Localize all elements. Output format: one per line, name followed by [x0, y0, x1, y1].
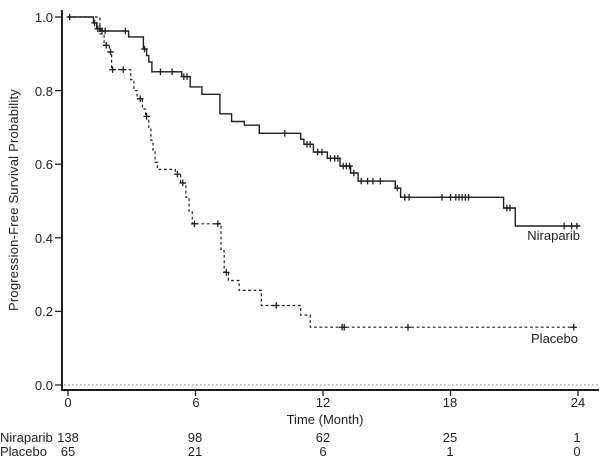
niraparib-censor-mark [318, 148, 326, 156]
x-tick-label: 24 [570, 395, 586, 410]
x-tick-label: 0 [64, 395, 72, 410]
niraparib-censor-mark [157, 68, 164, 76]
niraparib-censor-mark [141, 45, 148, 53]
placebo-censor-mark [109, 66, 116, 73]
x-tick-label: 18 [442, 395, 458, 410]
y-tick-label: 1.0 [34, 10, 53, 25]
niraparib-censor-mark [573, 222, 581, 230]
niraparib-censor-mark [334, 155, 342, 162]
y-tick-label: 0.2 [34, 304, 53, 319]
at-risk-value: 0 [573, 444, 581, 459]
niraparib-curve-label: Niraparib [527, 228, 580, 243]
at-risk-value: 65 [60, 444, 76, 459]
at-risk-row-label: Placebo [0, 444, 47, 459]
x-tick-label: 6 [192, 395, 200, 410]
placebo-censor-mark [107, 48, 114, 56]
placebo-survival-curve [68, 16, 576, 328]
niraparib-censor-mark [465, 194, 472, 201]
placebo-censor-mark [223, 269, 230, 276]
y-tick-label: 0.0 [34, 378, 53, 393]
niraparib-censor-mark [506, 204, 514, 212]
placebo-censor-mark [179, 179, 187, 187]
niraparib-censor-mark [183, 73, 191, 80]
niraparib-censor-mark [122, 27, 129, 35]
placebo-censor-mark [191, 220, 198, 228]
y-tick-label: 0.6 [34, 157, 53, 172]
placebo-censor-mark [272, 302, 280, 309]
at-risk-row-label: Niraparib [0, 430, 53, 445]
at-risk-value: 6 [319, 444, 327, 459]
niraparib-censor-mark [346, 162, 353, 170]
niraparib-censor-mark [168, 68, 176, 76]
at-risk-value: 138 [57, 430, 79, 445]
niraparib-censor-mark [394, 184, 401, 192]
x-tick-label: 12 [315, 395, 331, 410]
niraparib-censor-mark [405, 194, 413, 201]
niraparib-censor-mark [377, 177, 384, 185]
placebo-censor-mark [143, 113, 150, 120]
placebo-curve-label: Placebo [531, 331, 578, 346]
placebo-censor-mark [214, 220, 222, 228]
niraparib-censor-mark [91, 19, 98, 27]
at-risk-value: 1 [446, 444, 454, 459]
niraparib-censor-mark [357, 177, 365, 185]
y-tick-label: 0.4 [34, 231, 53, 246]
niraparib-censor-mark [306, 141, 314, 148]
niraparib-censor-mark [560, 222, 568, 230]
at-risk-value: 1 [573, 430, 581, 445]
niraparib-censor-mark [369, 177, 377, 185]
placebo-censor-mark [404, 323, 412, 331]
niraparib-censor-mark [438, 194, 446, 201]
placebo-censor-mark [119, 66, 127, 73]
niraparib-censor-mark [350, 169, 358, 177]
placebo-censor-mark [102, 42, 110, 49]
placebo-censor-mark [340, 323, 348, 331]
at-risk-value: 98 [187, 430, 203, 445]
niraparib-censor-mark [101, 27, 109, 35]
at-risk-value: 25 [442, 430, 458, 445]
y-tick-label: 0.8 [34, 84, 53, 99]
placebo-censor-mark [136, 95, 144, 102]
placebo-censor-mark [174, 170, 181, 178]
placebo-censor-mark [570, 323, 578, 331]
at-risk-value: 21 [187, 444, 203, 459]
y-axis-title: Progression-Free Survival Probability [6, 89, 21, 311]
x-axis-title: Time (Month) [286, 412, 364, 427]
at-risk-value: 62 [315, 430, 331, 445]
niraparib-censor-mark [281, 129, 289, 137]
